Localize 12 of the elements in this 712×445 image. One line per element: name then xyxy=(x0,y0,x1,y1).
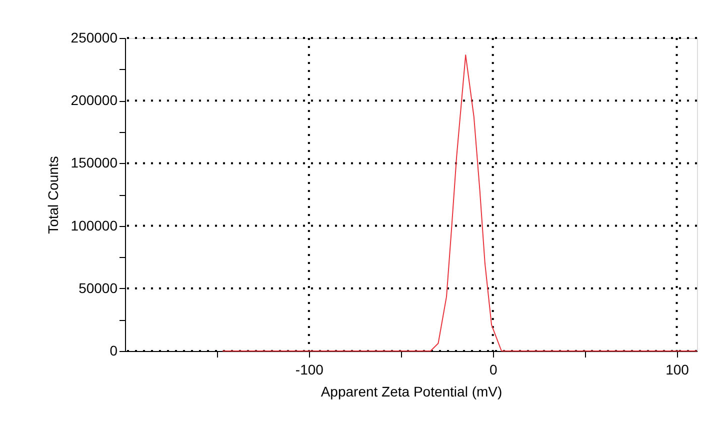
x-tick-label: 100 xyxy=(666,362,690,378)
y-tick-label: 200000 xyxy=(70,92,118,108)
y-tick-label: 0 xyxy=(110,342,118,358)
line-series xyxy=(222,54,698,352)
y-tick-label: 100000 xyxy=(70,217,118,234)
x-tick-label: 0 xyxy=(489,362,498,378)
x-axis-title: Apparent Zeta Potential (mV) xyxy=(320,384,502,400)
x-tick-label: -100 xyxy=(295,362,324,378)
y-axis-title: Total Counts xyxy=(44,156,61,234)
y-tick-label: 250000 xyxy=(70,30,118,46)
y-tick-label: 50000 xyxy=(78,280,118,296)
y-tick-label: 150000 xyxy=(70,154,118,171)
